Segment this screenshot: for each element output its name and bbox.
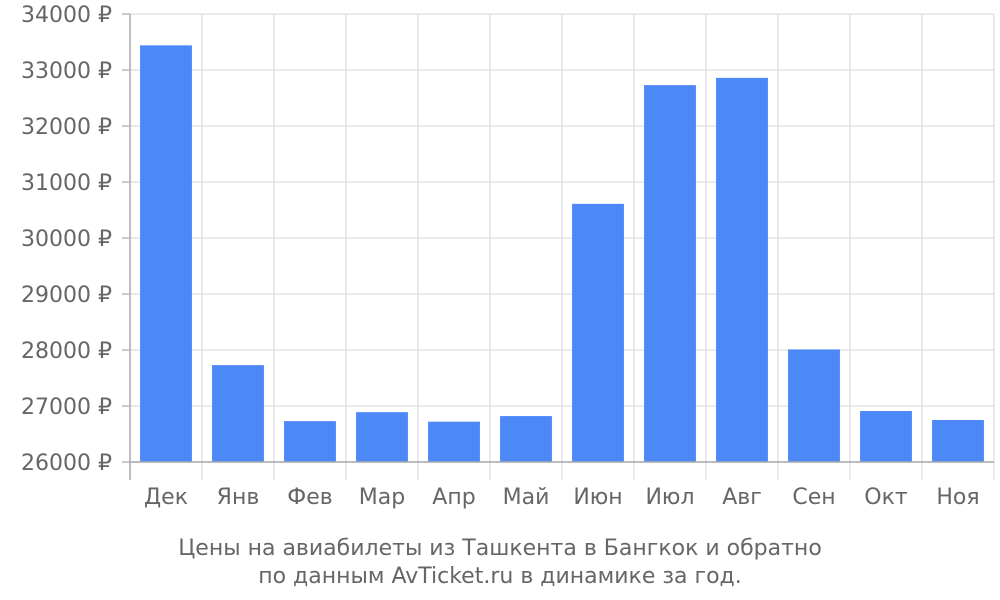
x-tick-label: Апр [432,485,475,510]
y-tick-label: 28000 ₽ [21,339,112,364]
chart-caption-line-2: по данным AvTicket.ru в динамике за год. [258,564,742,589]
chart-caption-line-1: Цены на авиабилеты из Ташкента в Бангкок… [178,536,822,561]
x-tick-label: Авг [722,485,762,510]
bar-1 [140,45,192,463]
bar-7 [572,203,624,462]
bar-series [140,45,984,463]
bar-4 [356,412,408,462]
bar-8 [644,85,696,463]
bar-12 [932,420,984,462]
x-tick-label: Дек [144,485,188,510]
axes [122,13,995,480]
x-tick-label: Июн [573,485,622,510]
x-tick-label: Янв [217,485,260,510]
y-axis-tick-labels: 26000 ₽ 27000 ₽ 28000 ₽ 29000 ₽ 30000 ₽ 31000… [21,3,112,476]
y-tick-label: 31000 ₽ [21,171,112,196]
grid-lines [130,13,995,463]
bar-11 [860,411,912,462]
y-tick-label: 29000 ₽ [21,283,112,308]
bar-9 [716,77,768,462]
y-tick-label: 27000 ₽ [21,395,112,420]
bar-2 [212,365,264,462]
x-tick-label: Сен [792,485,835,510]
bar-3 [284,421,336,462]
y-tick-label: 26000 ₽ [21,451,112,476]
bar-5 [428,421,480,462]
x-tick-label: Окт [864,485,908,510]
y-tick-label: 34000 ₽ [21,3,112,28]
x-tick-label: Июл [645,485,694,510]
x-tick-label: Май [503,485,550,510]
x-tick-label: Мар [359,485,405,510]
y-tick-label: 30000 ₽ [21,227,112,252]
y-tick-label: 33000 ₽ [21,59,112,84]
x-tick-label: Ноя [936,485,979,510]
x-tick-label: Фев [287,485,332,510]
x-axis-tick-labels: Дек Янв Фев Мар Апр Май Июн Июл Авг Сен Окт Ноя [144,485,980,510]
bar-6 [500,416,552,462]
bar-10 [788,349,840,462]
y-tick-label: 32000 ₽ [21,115,112,140]
